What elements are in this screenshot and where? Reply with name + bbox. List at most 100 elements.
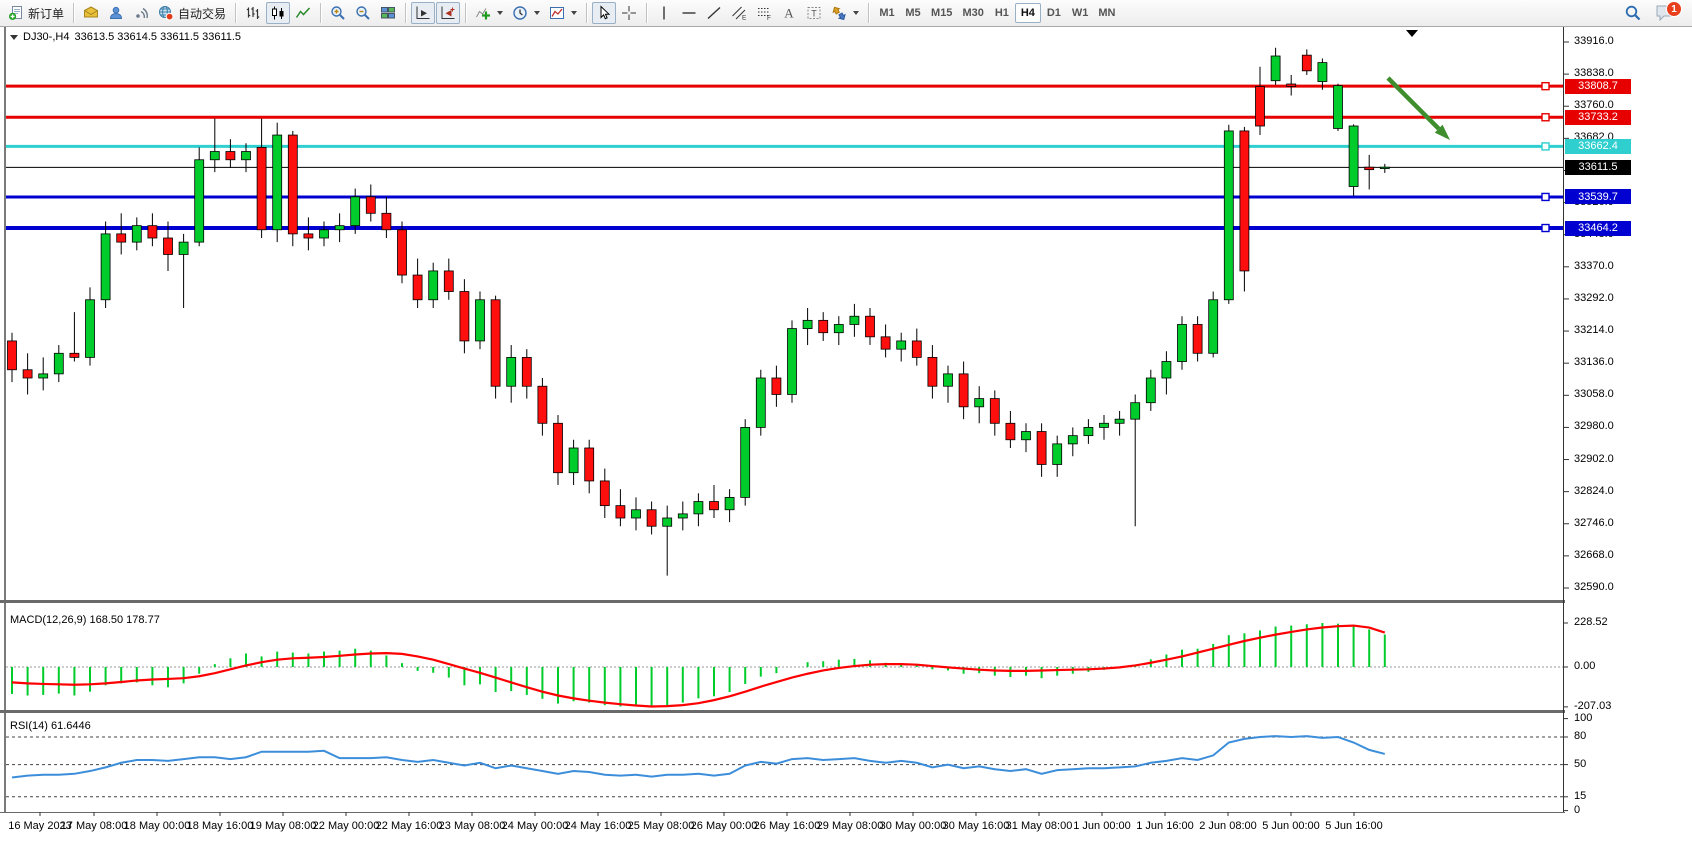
mail-button[interactable] — [79, 2, 103, 24]
separator — [465, 3, 467, 23]
macd-values: 168.50 178.77 — [89, 614, 160, 626]
timeframe-m30[interactable]: M30 — [957, 3, 988, 23]
candlestick — [272, 134, 283, 231]
timeframe-h1[interactable]: H1 — [989, 3, 1015, 23]
new-order-button[interactable]: 新订单 — [4, 2, 68, 24]
trend-arrow[interactable] — [1386, 76, 1441, 131]
cursor-button[interactable] — [592, 2, 617, 24]
candlestick — [709, 501, 719, 511]
candlestick — [1130, 402, 1141, 420]
candlestick — [459, 291, 470, 342]
candlestick — [1083, 427, 1094, 437]
chart-title[interactable]: DJ30-,H4 33613.5 33614.5 33611.5 33611.5 — [10, 31, 241, 43]
separator — [586, 3, 588, 23]
separator — [320, 3, 322, 23]
candlestick — [896, 340, 907, 350]
periods-button[interactable] — [508, 2, 544, 24]
text-icon: A — [781, 5, 797, 21]
timeframe-m5[interactable]: M5 — [900, 3, 926, 23]
timeframe-m15[interactable]: M15 — [926, 3, 957, 23]
add-indicator-button[interactable] — [471, 2, 507, 24]
line-chart-icon — [295, 5, 311, 21]
chart-shift-button[interactable] — [436, 2, 461, 24]
price-line-handle[interactable] — [1541, 192, 1550, 202]
search-icon — [1624, 4, 1642, 22]
candlestick — [1005, 422, 1016, 441]
candlestick — [1255, 86, 1265, 127]
candlestick — [1333, 85, 1343, 129]
templates-button[interactable] — [545, 2, 581, 24]
zoom-out-button[interactable] — [351, 2, 375, 24]
rsi-name: RSI(14) — [10, 720, 48, 732]
separator — [73, 3, 75, 23]
community-button[interactable] — [104, 2, 128, 24]
candlestick — [724, 497, 735, 511]
candlestick — [958, 373, 969, 408]
fibonacci-icon: F — [756, 5, 772, 21]
auto-scroll-button[interactable] — [411, 2, 436, 24]
candlestick — [1301, 54, 1312, 72]
candlestick — [53, 352, 64, 375]
candlestick — [1208, 299, 1219, 354]
community-icon — [108, 5, 124, 21]
candlestick — [365, 196, 376, 214]
chart-expander-icon[interactable] — [10, 34, 18, 40]
candlestick — [1192, 324, 1203, 354]
bar-chart-button[interactable] — [241, 2, 265, 24]
vertical-line-button[interactable] — [652, 2, 676, 24]
chat-button[interactable]: 1 — [1654, 1, 1682, 24]
candlestick — [537, 385, 548, 424]
equidistant-channel-button[interactable]: E — [727, 2, 751, 24]
separator — [405, 3, 407, 23]
crosshair-button[interactable] — [617, 2, 641, 24]
trendline-button[interactable] — [702, 2, 726, 24]
candlestick — [131, 225, 142, 243]
search-button[interactable] — [1620, 2, 1646, 24]
auto-trading-button[interactable]: 自动交易 — [154, 2, 230, 24]
timeframe-group: M1 M5 M15 M30 H1 H4 D1 W1 MN — [874, 3, 1120, 23]
price-line-handle[interactable] — [1541, 81, 1550, 91]
text-label-button[interactable]: T — [802, 2, 826, 24]
crosshair-icon — [621, 5, 637, 21]
auto-scroll-icon — [415, 5, 431, 21]
candlestick — [521, 357, 532, 387]
line-chart-button[interactable] — [291, 2, 315, 24]
price-line-handle[interactable] — [1541, 113, 1550, 122]
chart-shift-marker[interactable] — [1406, 30, 1418, 37]
candlestick — [693, 501, 704, 515]
candlestick — [1161, 361, 1172, 379]
horizontal-line-button[interactable] — [677, 2, 701, 24]
candlestick — [787, 328, 797, 395]
templates-icon — [549, 5, 565, 21]
price-line-handle[interactable] — [1541, 142, 1550, 151]
zoom-in-button[interactable] — [326, 2, 350, 24]
candlestick — [350, 196, 361, 227]
timeframe-m1[interactable]: M1 — [874, 3, 900, 23]
fibonacci-button[interactable]: F — [752, 2, 776, 24]
text-button[interactable]: A — [777, 2, 801, 24]
candlestick — [1036, 431, 1047, 465]
bar-chart-icon — [245, 5, 261, 21]
separator — [646, 3, 648, 23]
svg-text:E: E — [742, 15, 747, 22]
candlestick — [397, 229, 407, 276]
tile-windows-button[interactable] — [376, 2, 400, 24]
rsi-pane-label: RSI(14) 61.6446 — [10, 720, 91, 732]
timeframe-w1[interactable]: W1 — [1067, 3, 1094, 23]
candlestick — [1145, 377, 1156, 404]
timeframe-h4[interactable]: H4 — [1014, 3, 1041, 23]
timeframe-mn[interactable]: MN — [1093, 3, 1120, 23]
candlestick — [880, 336, 891, 350]
candlestick — [287, 134, 298, 235]
notification-badge: 1 — [1666, 1, 1682, 17]
price-line-handle[interactable] — [1541, 223, 1550, 233]
arrow-tools-button[interactable] — [827, 2, 863, 24]
candlestick — [412, 274, 423, 301]
timeframe-d1[interactable]: D1 — [1041, 3, 1067, 23]
signals-button[interactable] — [129, 2, 153, 24]
candlestick — [209, 151, 220, 161]
trend-arrow-head[interactable] — [1434, 124, 1450, 140]
candlestick-chart-button[interactable] — [266, 2, 291, 24]
macd-signal-line — [11, 624, 1386, 708]
